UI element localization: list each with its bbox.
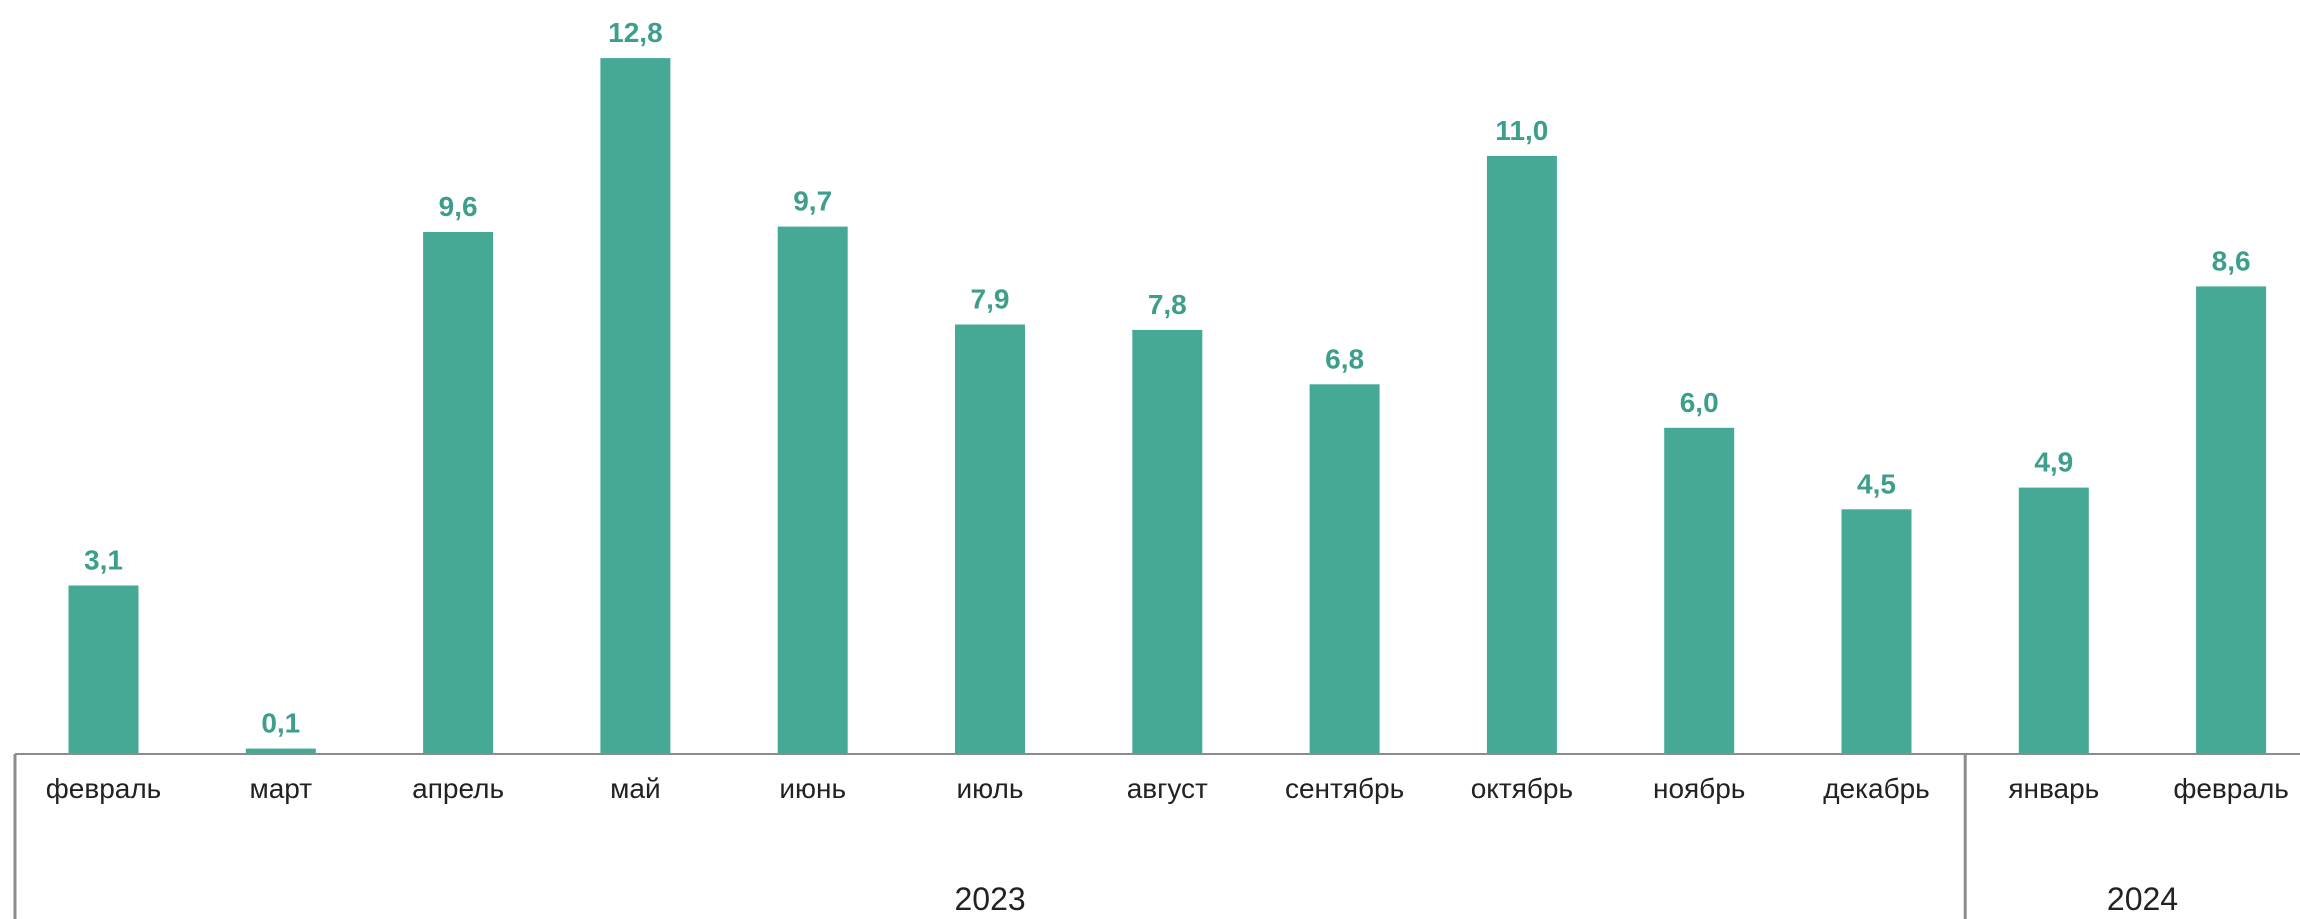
x-axis — [13, 753, 2300, 919]
bar — [1841, 509, 1912, 754]
bar — [777, 226, 848, 755]
bar — [955, 324, 1025, 754]
bar — [423, 232, 494, 754]
category-label: апрель — [412, 773, 504, 804]
bar — [1132, 329, 1203, 754]
data-label: 9,7 — [793, 186, 832, 217]
data-labels-layer: 3,1 0,1 9,6 12,8 9,7 7,9 7,8 6,8 11,0 6,0 4,5 4,9 8,… — [84, 17, 2251, 739]
bar — [2196, 286, 2267, 754]
data-label: 12,8 — [608, 17, 663, 48]
year-label: 2023 — [955, 881, 1026, 917]
year-label: 2024 — [2107, 881, 2178, 917]
data-label: 9,6 — [439, 191, 478, 222]
bar — [1309, 384, 1380, 754]
data-label: 3,1 — [84, 545, 123, 576]
category-label: март — [249, 773, 312, 804]
bar — [245, 748, 316, 754]
bar — [1664, 427, 1735, 754]
category-label: июнь — [779, 773, 846, 804]
data-label: 4,9 — [2034, 447, 2073, 478]
category-labels-layer: февраль март апрель май июнь июль август сентяб… — [46, 773, 2289, 804]
data-label: 11,0 — [1495, 115, 1548, 146]
data-label: 4,5 — [1857, 468, 1896, 499]
category-label: октябрь — [1471, 773, 1573, 804]
data-label: 7,9 — [971, 284, 1010, 315]
category-label: июль — [957, 773, 1024, 804]
data-label: 7,8 — [1148, 289, 1187, 320]
bar — [600, 58, 671, 755]
data-label: 6,0 — [1680, 387, 1719, 418]
category-label: декабрь — [1823, 773, 1930, 804]
data-label: 8,6 — [2212, 245, 2251, 276]
year-labels-layer: 2023 2024 — [955, 881, 2179, 917]
bar — [68, 585, 139, 754]
bars-layer — [68, 58, 2267, 755]
category-label: сентябрь — [1285, 773, 1404, 804]
category-label: январь — [2008, 773, 2099, 804]
category-label: февраль — [46, 773, 162, 804]
data-label: 0,1 — [261, 708, 300, 739]
category-label: август — [1127, 773, 1208, 804]
bar — [2018, 487, 2089, 754]
category-label: февраль — [2173, 773, 2289, 804]
data-label: 6,8 — [1325, 343, 1364, 374]
bar — [1486, 155, 1557, 754]
category-label: май — [610, 773, 660, 804]
category-label: ноябрь — [1653, 773, 1745, 804]
